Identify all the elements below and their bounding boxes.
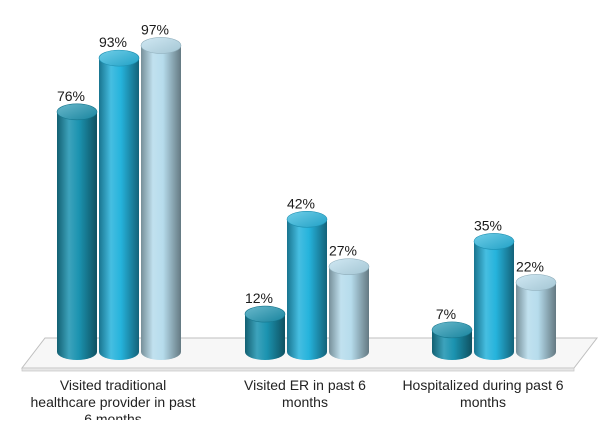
chart-floor-edge xyxy=(21,367,575,372)
value-label: 93% xyxy=(99,34,127,50)
bar xyxy=(431,321,473,360)
value-labels-group: 76% 93% 97% 12% 42% 27% 7% 35% 22% xyxy=(57,21,544,321)
value-label: 97% xyxy=(141,21,169,37)
bar xyxy=(98,49,140,361)
value-label: 35% xyxy=(474,217,502,233)
bar-body xyxy=(99,58,139,361)
bar-top xyxy=(56,103,98,121)
bar-body xyxy=(245,314,285,360)
bar xyxy=(244,305,286,360)
bar-top xyxy=(140,37,182,54)
bar xyxy=(473,233,515,360)
bar-top xyxy=(286,210,328,228)
value-label: 7% xyxy=(436,306,456,322)
bar xyxy=(140,37,182,360)
value-label: 76% xyxy=(57,88,85,104)
bar-body xyxy=(432,329,472,360)
value-label: 12% xyxy=(245,290,273,306)
bar-body xyxy=(287,219,327,360)
bar xyxy=(56,103,98,360)
bar-top xyxy=(328,258,370,275)
bar-body xyxy=(141,45,181,360)
bar xyxy=(328,258,370,360)
bar xyxy=(286,210,328,360)
bar-body xyxy=(57,111,97,360)
bar-top xyxy=(431,321,473,339)
bar-body xyxy=(474,241,514,360)
bar-body xyxy=(516,282,556,360)
bar-body xyxy=(329,266,369,360)
value-label: 42% xyxy=(287,195,315,211)
bars-group xyxy=(56,37,557,361)
bar-top xyxy=(473,233,515,250)
value-label: 27% xyxy=(329,243,357,259)
bar-top xyxy=(515,274,557,291)
bar xyxy=(515,274,557,360)
bar-top xyxy=(98,49,140,67)
value-label: 22% xyxy=(516,258,544,274)
bar-top xyxy=(244,305,286,323)
